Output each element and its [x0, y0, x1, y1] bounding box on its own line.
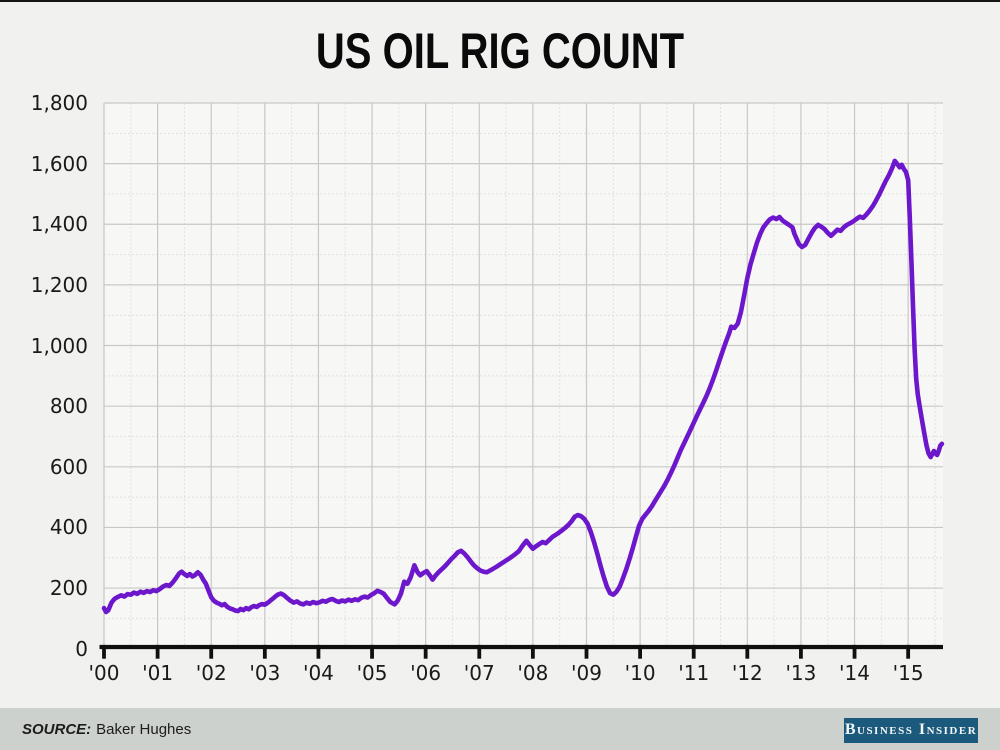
x-tick-label-2007: '07: [463, 661, 495, 685]
top-border-rule: [0, 0, 1000, 2]
x-tick-label-2012: '12: [731, 661, 763, 685]
x-tick-label-2014: '14: [839, 661, 870, 685]
x-axis-tick: [745, 644, 750, 659]
x-axis-tick: [262, 644, 267, 659]
y-tick-label-1,400: 1,400: [30, 212, 88, 237]
x-axis-tick: [155, 644, 160, 659]
source-line: SOURCE: Baker Hughes: [22, 721, 191, 738]
x-axis-tick: [102, 644, 106, 659]
x-tick-label-2002: '02: [195, 661, 227, 685]
rig-count-series-line: [101, 158, 945, 615]
business-insider-logo: Business Insider: [844, 718, 978, 743]
page-title: US OIL RIG COUNT: [315, 23, 685, 79]
y-tick-label-1,200: 1,200: [30, 272, 88, 297]
x-axis-tick: [799, 644, 803, 659]
x-axis-tick: [209, 644, 214, 659]
x-axis-tick: [638, 644, 643, 659]
y-tick-label-200: 200: [49, 576, 88, 601]
footer-bar: SOURCE: Baker Hughes: [0, 708, 1000, 750]
x-axis-tick: [852, 644, 857, 659]
x-axis-tick: [530, 644, 535, 659]
x-axis-tick: [906, 644, 911, 659]
x-tick-label-2003: '03: [249, 661, 281, 685]
x-tick-label-2006: '06: [410, 661, 442, 685]
x-tick-label-2009: '09: [571, 661, 602, 685]
y-tick-label-400: 400: [49, 515, 88, 540]
x-tick-label-2001: '01: [142, 661, 174, 685]
y-tick-label-1,000: 1,000: [30, 333, 88, 358]
x-axis-tick: [423, 644, 428, 659]
y-tick-label-800: 800: [49, 394, 88, 419]
x-tick-label-2010: '10: [624, 661, 656, 685]
x-tick-label-2013: '13: [785, 661, 817, 685]
x-tick-label-2004: '04: [302, 661, 334, 685]
x-axis-line: [99, 644, 943, 650]
y-tick-label-1,600: 1,600: [30, 151, 88, 176]
y-tick-label-600: 600: [49, 454, 88, 479]
y-tick-label-0: 0: [75, 636, 88, 661]
business-insider-logo-text: Business Insider: [844, 720, 978, 738]
x-tick-label-2005: '05: [356, 661, 388, 685]
x-axis-tick: [316, 644, 321, 659]
source-label: SOURCE:: [22, 720, 92, 738]
x-tick-label-2015: '15: [892, 661, 924, 685]
x-tick-label-2011: '11: [678, 661, 710, 685]
source-value: Baker Hughes: [96, 720, 192, 738]
x-axis-tick: [691, 644, 696, 659]
y-tick-label-1,800: 1,800: [30, 91, 88, 115]
x-axis-tick: [477, 644, 482, 659]
x-axis-tick: [584, 644, 589, 659]
x-tick-label-2000: '00: [88, 661, 120, 685]
x-axis-tick: [370, 644, 374, 659]
plot-area: [104, 103, 943, 649]
x-tick-label-2008: '08: [517, 661, 549, 685]
